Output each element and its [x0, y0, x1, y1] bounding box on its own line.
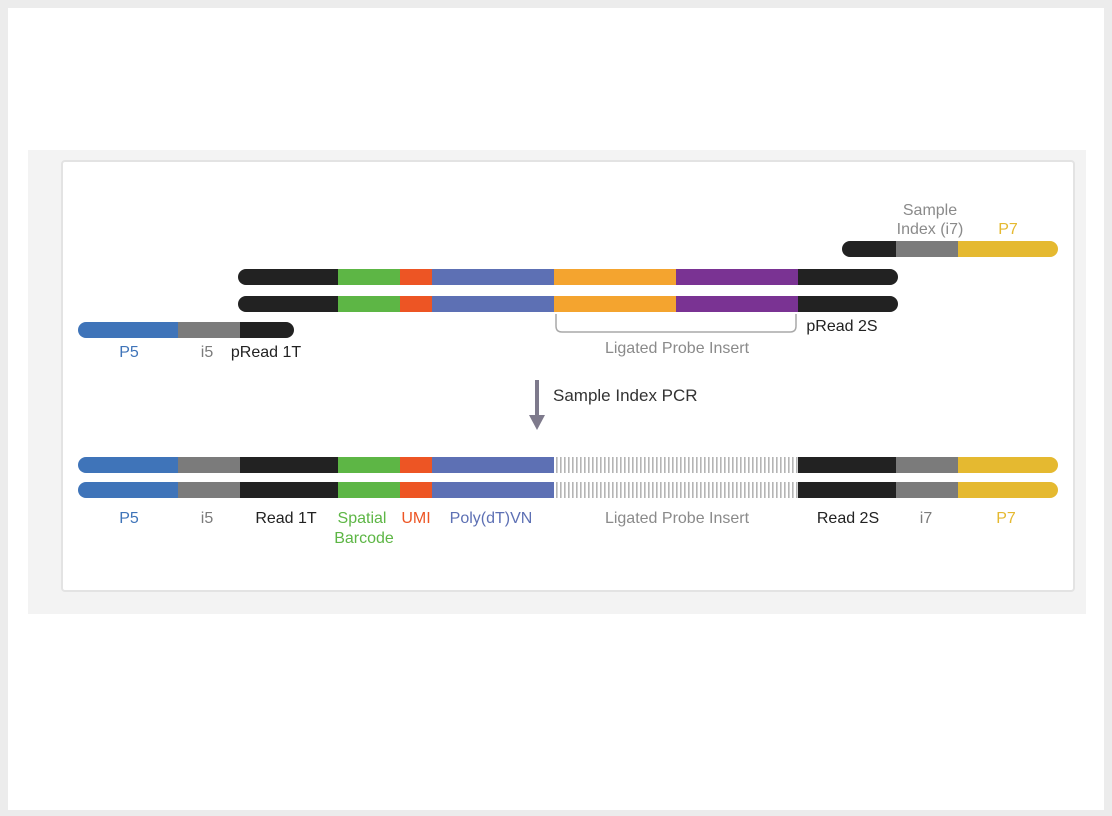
- primer-p5-segment: [78, 322, 188, 338]
- top-p5-label: P5: [119, 344, 139, 361]
- p5-primer: [78, 322, 294, 338]
- final1-i7: [896, 457, 958, 473]
- read2s-label: Read 2S: [817, 510, 879, 527]
- primer-read2s-segment: [842, 241, 904, 257]
- primer-i7-segment: [896, 241, 958, 257]
- final2-ligated-probe-insert: [554, 482, 798, 498]
- polydt-label: Poly(dT)VN: [450, 510, 533, 527]
- spatial-barcode-label-line1: Spatial: [338, 510, 387, 527]
- final2-read1t: [240, 482, 338, 498]
- bottom-ligated-probe-label: Ligated Probe Insert: [605, 510, 750, 527]
- final2-p7: [958, 482, 1058, 498]
- sample-index-label-line2: Index (i7): [897, 221, 964, 238]
- strand1-read1t: [238, 269, 346, 285]
- final-library-strand-1: [78, 457, 1058, 473]
- umi-label: UMI: [401, 510, 430, 527]
- strand2-probe-b: [676, 296, 798, 312]
- strand2-read2s: [798, 296, 898, 312]
- final2-i5: [178, 482, 240, 498]
- strand1-polydt: [432, 269, 554, 285]
- bottom-i5-label: i5: [201, 510, 214, 527]
- final1-i5: [178, 457, 240, 473]
- final1-read1t: [240, 457, 338, 473]
- bottom-p5-label: P5: [119, 510, 139, 527]
- strand2-read1t: [238, 296, 346, 312]
- final1-polydt: [432, 457, 554, 473]
- final1-p7: [958, 457, 1058, 473]
- final1-spatial-barcode: [338, 457, 400, 473]
- construct-strand-2: [238, 296, 898, 312]
- strand2-probe-a: [554, 296, 676, 312]
- strand1-probe-b: [676, 269, 798, 285]
- strand2-spatial-barcode: [338, 296, 400, 312]
- top-i5-label: i5: [201, 344, 214, 361]
- final1-ligated-probe-insert: [554, 457, 798, 473]
- read1t-label: Read 1T: [255, 510, 317, 527]
- down-arrow-icon: [529, 380, 545, 430]
- strand1-umi: [400, 269, 432, 285]
- top-ligated-probe-label: Ligated Probe Insert: [605, 340, 750, 357]
- sample-index-primer: [842, 241, 1058, 257]
- strand1-probe-a: [554, 269, 676, 285]
- final2-polydt: [432, 482, 554, 498]
- final1-umi: [400, 457, 432, 473]
- strand2-umi: [400, 296, 432, 312]
- pread2s-label: pRead 2S: [806, 318, 877, 335]
- top-p7-label: P7: [998, 221, 1018, 238]
- bottom-i7-label: i7: [920, 510, 933, 527]
- final2-read2s: [798, 482, 896, 498]
- primer-p7-segment: [958, 241, 1058, 257]
- construct-strand-1: [238, 269, 898, 285]
- final2-spatial-barcode: [338, 482, 400, 498]
- final1-read2s: [798, 457, 896, 473]
- sample-index-pcr-label: Sample Index PCR: [553, 386, 698, 405]
- final2-i7: [896, 482, 958, 498]
- pread1t-label: pRead 1T: [231, 344, 301, 361]
- bottom-p7-label: P7: [996, 510, 1016, 527]
- spatial-barcode-label-line2: Barcode: [334, 530, 394, 547]
- final-library-strand-2: [78, 482, 1058, 498]
- sample-index-label-line1: Sample: [903, 202, 957, 219]
- final1-p5: [78, 457, 188, 473]
- figure-panel: [61, 160, 1075, 592]
- strand1-read2s: [798, 269, 898, 285]
- final2-umi: [400, 482, 432, 498]
- final2-p5: [78, 482, 188, 498]
- primer-i5-segment: [178, 322, 240, 338]
- strand2-polydt: [432, 296, 554, 312]
- probe-insert-bracket: [555, 314, 797, 333]
- strand1-spatial-barcode: [338, 269, 400, 285]
